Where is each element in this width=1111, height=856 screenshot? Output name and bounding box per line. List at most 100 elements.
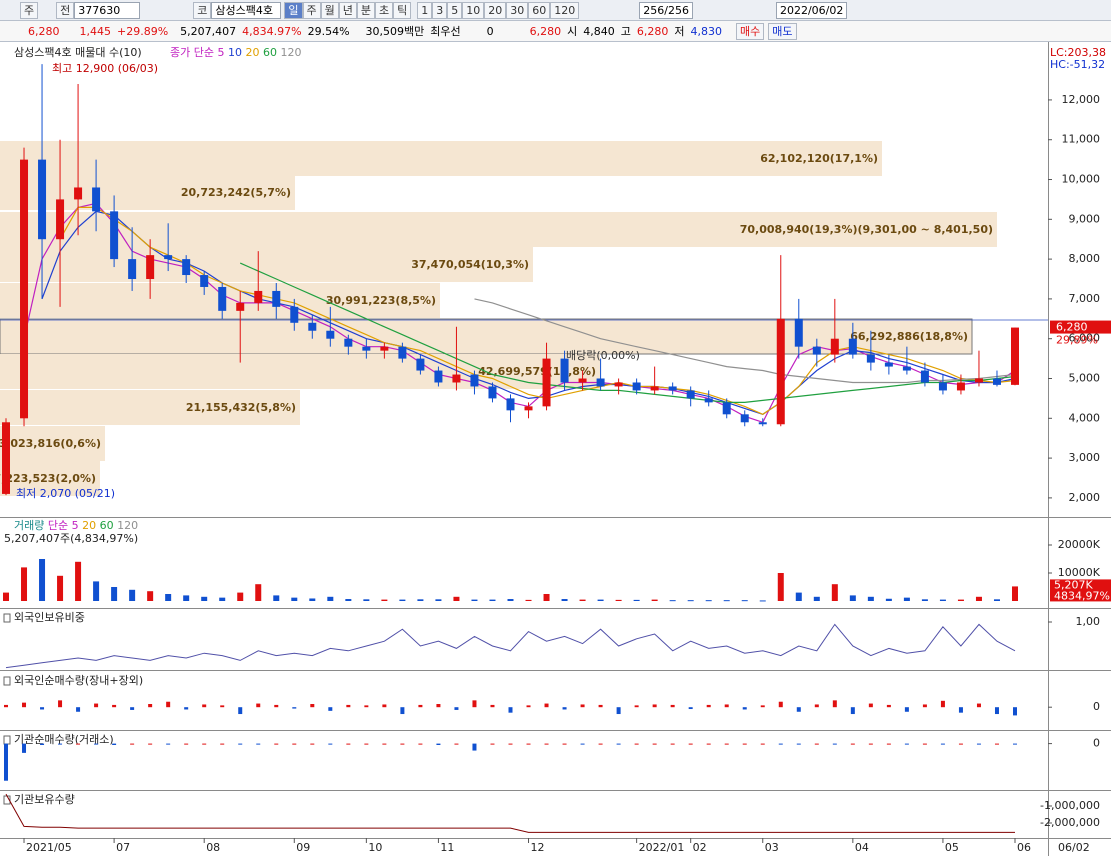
best-price: 6,280 (529, 24, 562, 38)
y-tick-label: 1,00 (1076, 615, 1101, 628)
candle-body (380, 346, 389, 351)
interval-button[interactable]: 60 (528, 1, 551, 19)
volume-profile-band (0, 390, 300, 425)
volume-bar (813, 596, 820, 601)
ex-dividend-note: 배당락(0,00%) (566, 349, 640, 362)
date-input[interactable]: 2022/06/02 (775, 1, 848, 19)
volume-bar (993, 599, 1000, 601)
market-select[interactable]: 주 (20, 1, 39, 19)
candle-body (902, 366, 911, 371)
period-button[interactable]: 주 (302, 1, 321, 19)
volume-bar (75, 561, 82, 601)
interval-button[interactable]: 5 (447, 1, 463, 19)
net-buy-bar (346, 704, 351, 708)
net-buy-bar (850, 743, 855, 745)
volume-profile-label: 20,723,242(5,7%) (181, 186, 291, 199)
interval-button[interactable]: 10 (462, 1, 485, 19)
net-buy-bar (472, 743, 477, 751)
volume-bar (975, 596, 982, 601)
net-buy-bar (418, 704, 423, 708)
period-button[interactable]: 초 (375, 1, 394, 19)
buy-button[interactable]: 매수 (736, 22, 765, 40)
open-label: 시 (567, 25, 578, 38)
volume-bar (147, 591, 154, 601)
volume-legend: 거래량 단순 5 20 60 120 (14, 519, 138, 532)
quote-bar: 6,280 1,445 +29.89% 5,207,407 4,834.97% … (0, 21, 1111, 42)
code-input[interactable]: 377630 (74, 1, 141, 19)
net-buy-bar (688, 743, 693, 745)
net-buy-bar (454, 743, 459, 745)
volume-bar (579, 599, 586, 601)
interval-button[interactable]: 1 (417, 1, 433, 19)
period-button[interactable]: 일 (284, 1, 303, 19)
pane-title-marker (3, 613, 11, 623)
candle-body (128, 259, 137, 280)
turnover: 29.54% (307, 24, 350, 38)
net-buy-bar (274, 743, 279, 745)
candle-body (992, 378, 1001, 385)
net-buy-bar (850, 707, 855, 715)
net-buy-bar (580, 743, 585, 745)
net-buy-bar (958, 743, 963, 745)
sell-button[interactable]: 매도 (768, 22, 797, 40)
candle-body (668, 386, 677, 391)
period-button[interactable]: 년 (338, 1, 357, 19)
net-buy-bar (706, 743, 711, 745)
y-tick-label: 9,000 (1069, 212, 1101, 225)
volume-bar (273, 595, 280, 601)
y-tick-label: 3,000 (1069, 451, 1101, 464)
prev-button[interactable]: 전 (56, 1, 75, 19)
x-tick-label: 09 (296, 841, 310, 854)
x-tick-label: 10 (368, 841, 382, 854)
volume-bar (291, 597, 298, 601)
change: 1,445 (79, 24, 112, 38)
volume-bar (417, 599, 424, 601)
x-tick-label: 11 (440, 841, 454, 854)
net-buy-bar (508, 707, 513, 713)
interval-button[interactable]: 30 (506, 1, 529, 19)
y-tick-label: 2,000 (1069, 491, 1101, 504)
y-tick-label: 12,000 (1062, 93, 1101, 106)
net-buy-bar (328, 707, 333, 711)
pane-title: 기관순매수량(거래소) (14, 733, 114, 746)
best-qty: 0 (486, 24, 494, 38)
candle-body (812, 346, 821, 355)
candle-body (344, 338, 353, 347)
lc-label: LC:203,38 (1050, 46, 1106, 59)
period-button[interactable]: 틱 (393, 1, 412, 19)
volume-profile-band (0, 354, 600, 389)
volume-bar (39, 558, 46, 601)
interval-button[interactable]: 120 (550, 1, 580, 19)
candle-body (614, 382, 623, 387)
net-buy-bar (796, 743, 801, 745)
candle-body (434, 370, 443, 383)
net-buy-bar (832, 700, 837, 708)
volume-bar (615, 599, 622, 601)
interval-button[interactable]: 3 (432, 1, 448, 19)
net-buy-bar (778, 701, 783, 708)
net-buy-bar (904, 743, 909, 745)
interval-button[interactable]: 20 (484, 1, 507, 19)
volume-bar (525, 599, 532, 601)
candle-body (596, 378, 605, 387)
candle-body (20, 159, 29, 419)
legend-entry: 60 (100, 519, 114, 532)
net-buy-bar (760, 705, 765, 708)
candle-body (218, 286, 227, 311)
candle-body (920, 370, 929, 383)
volume-bar (687, 600, 694, 602)
net-buy-bar (670, 743, 675, 745)
x-end-label: 06/02 (1058, 841, 1090, 854)
net-buy-bar (994, 743, 999, 745)
low: 4,830 (690, 24, 723, 38)
net-buy-bar (166, 743, 171, 745)
period-button[interactable]: 분 (356, 1, 375, 19)
volume-profile-label: 70,008,940(19,3%)(9,301,00 ~ 8,401,50) (740, 223, 993, 236)
legend-entry: 10 (228, 46, 242, 59)
period-button[interactable]: 월 (320, 1, 339, 19)
legend-entry: 120 (117, 519, 138, 532)
volume-profile-band (0, 141, 882, 176)
volume-pct: 4,834.97% (242, 24, 302, 38)
net-buy-bar (580, 704, 585, 708)
volume-profile-label: 62,102,120(17,1%) (760, 152, 878, 165)
